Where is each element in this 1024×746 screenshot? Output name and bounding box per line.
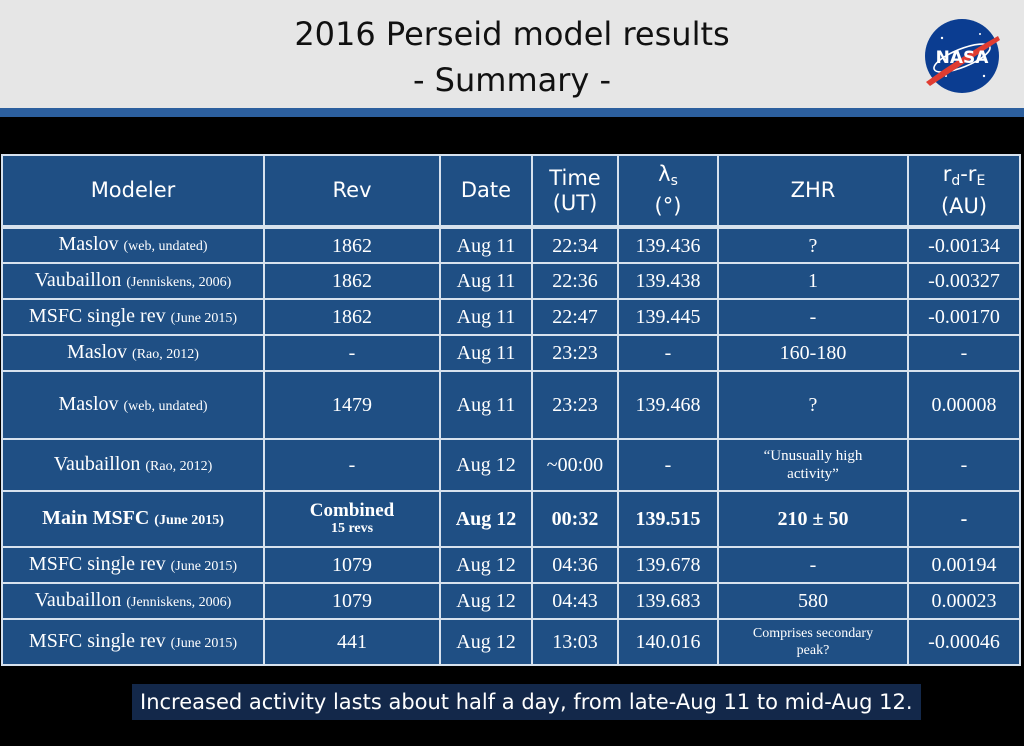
rev-cell: 441 [263, 618, 441, 666]
col-rd-re: rd-rE (AU) [907, 154, 1021, 229]
title-stripe [0, 108, 1024, 117]
zhr-cell: Comprises secondary peak? [717, 618, 909, 666]
slide-subtitle: - Summary - [412, 61, 612, 99]
time-cell: 04:36 [531, 546, 619, 584]
col-date: Date [439, 154, 533, 229]
date-cell: Aug 11 [439, 226, 533, 264]
rev-cell: 1862 [263, 262, 441, 300]
zhr-cell: ? [717, 226, 909, 264]
zhr-cell: 580 [717, 582, 909, 620]
lambda-cell: 139.438 [617, 262, 719, 300]
time-cell: 22:34 [531, 226, 619, 264]
modeler-cell: Vaubaillon (Rao, 2012) [1, 438, 265, 492]
zhr-cell: 160-180 [717, 334, 909, 372]
rev-cell: 1862 [263, 226, 441, 264]
lambda-cell: 139.678 [617, 546, 719, 584]
table-row: Maslov (Rao, 2012) - Aug 11 23:23 - 160-… [1, 334, 1021, 372]
lambda-cell: - [617, 334, 719, 372]
col-lambda: λs (°) [617, 154, 719, 229]
col-rev: Rev [263, 154, 441, 229]
col-modeler: Modeler [1, 154, 265, 229]
nasa-logo-text: NASA [936, 48, 990, 68]
zhr-cell: 1 [717, 262, 909, 300]
rd-cell: -0.00046 [907, 618, 1021, 666]
rev-cell: 1862 [263, 298, 441, 336]
time-cell: ~00:00 [531, 438, 619, 492]
date-cell: Aug 12 [439, 582, 533, 620]
zhr-cell: “Unusually high activity” [717, 438, 909, 492]
rd-cell: 0.00008 [907, 370, 1021, 440]
rev-cell: - [263, 438, 441, 492]
zhr-cell: 210 ± 50 [717, 490, 909, 548]
time-cell: 23:23 [531, 370, 619, 440]
modeler-cell: Maslov (web, undated) [1, 226, 265, 264]
lambda-cell: 139.468 [617, 370, 719, 440]
date-cell: Aug 12 [439, 490, 533, 548]
date-cell: Aug 11 [439, 370, 533, 440]
modeler-cell: Vaubaillon (Jenniskens, 2006) [1, 582, 265, 620]
lambda-cell: 139.436 [617, 226, 719, 264]
table-row: MSFC single rev (June 2015) 1079 Aug 12 … [1, 546, 1021, 584]
time-cell: 22:47 [531, 298, 619, 336]
rd-cell: - [907, 490, 1021, 548]
rd-cell: 0.00194 [907, 546, 1021, 584]
lambda-cell: 139.515 [617, 490, 719, 548]
table-row: Maslov (web, undated) 1479 Aug 11 23:23 … [1, 370, 1021, 440]
rev-cell: 1079 [263, 546, 441, 584]
table-row: MSFC single rev (June 2015) 441 Aug 12 1… [1, 618, 1021, 666]
modeler-cell: MSFC single rev (June 2015) [1, 546, 265, 584]
rev-cell: 1479 [263, 370, 441, 440]
rd-cell: 0.00023 [907, 582, 1021, 620]
rev-cell: Combined 15 revs [263, 490, 441, 548]
lambda-cell: 139.445 [617, 298, 719, 336]
date-cell: Aug 11 [439, 262, 533, 300]
table-row: Maslov (web, undated) 1862 Aug 11 22:34 … [1, 226, 1021, 264]
time-cell: 13:03 [531, 618, 619, 666]
date-cell: Aug 11 [439, 334, 533, 372]
time-cell: 23:23 [531, 334, 619, 372]
results-table: Modeler Rev Date Time (UT) λs (°) ZHR rd-r… [1, 154, 1021, 666]
time-cell: 04:43 [531, 582, 619, 620]
lambda-cell: 139.683 [617, 582, 719, 620]
table-row: MSFC single rev (June 2015) 1862 Aug 11 … [1, 298, 1021, 336]
title-bar: 2016 Perseid model results - Summary - N… [0, 0, 1024, 108]
nasa-logo-icon: NASA [925, 19, 1000, 93]
table-row: Vaubaillon (Rao, 2012) - Aug 12 ~00:00 -… [1, 438, 1021, 492]
modeler-cell: MSFC single rev (June 2015) [1, 298, 265, 336]
date-cell: Aug 12 [439, 438, 533, 492]
rd-cell: - [907, 334, 1021, 372]
rd-cell: -0.00134 [907, 226, 1021, 264]
date-cell: Aug 12 [439, 618, 533, 666]
date-cell: Aug 11 [439, 298, 533, 336]
modeler-cell: Main MSFC (June 2015) [1, 490, 265, 548]
date-cell: Aug 12 [439, 546, 533, 584]
zhr-cell: ? [717, 370, 909, 440]
zhr-cell: - [717, 546, 909, 584]
rd-cell: -0.00170 [907, 298, 1021, 336]
slide-title: 2016 Perseid model results [294, 15, 730, 53]
modeler-cell: Maslov (Rao, 2012) [1, 334, 265, 372]
col-zhr: ZHR [717, 154, 909, 229]
zhr-cell: - [717, 298, 909, 336]
rd-cell: - [907, 438, 1021, 492]
table-header-row: Modeler Rev Date Time (UT) λs (°) ZHR rd-r… [1, 154, 1021, 229]
time-cell: 22:36 [531, 262, 619, 300]
lambda-cell: - [617, 438, 719, 492]
col-time: Time (UT) [531, 154, 619, 229]
rd-cell: -0.00327 [907, 262, 1021, 300]
modeler-cell: MSFC single rev (June 2015) [1, 618, 265, 666]
table-row: Vaubaillon (Jenniskens, 2006) 1862 Aug 1… [1, 262, 1021, 300]
rev-cell: 1079 [263, 582, 441, 620]
table-row: Vaubaillon (Jenniskens, 2006) 1079 Aug 1… [1, 582, 1021, 620]
modeler-cell: Maslov (web, undated) [1, 370, 265, 440]
summary-caption: Increased activity lasts about half a da… [132, 684, 921, 720]
modeler-cell: Vaubaillon (Jenniskens, 2006) [1, 262, 265, 300]
lambda-cell: 140.016 [617, 618, 719, 666]
rev-cell: - [263, 334, 441, 372]
time-cell: 00:32 [531, 490, 619, 548]
table-row-highlight: Main MSFC (June 2015) Combined 15 revs Au… [1, 490, 1021, 548]
